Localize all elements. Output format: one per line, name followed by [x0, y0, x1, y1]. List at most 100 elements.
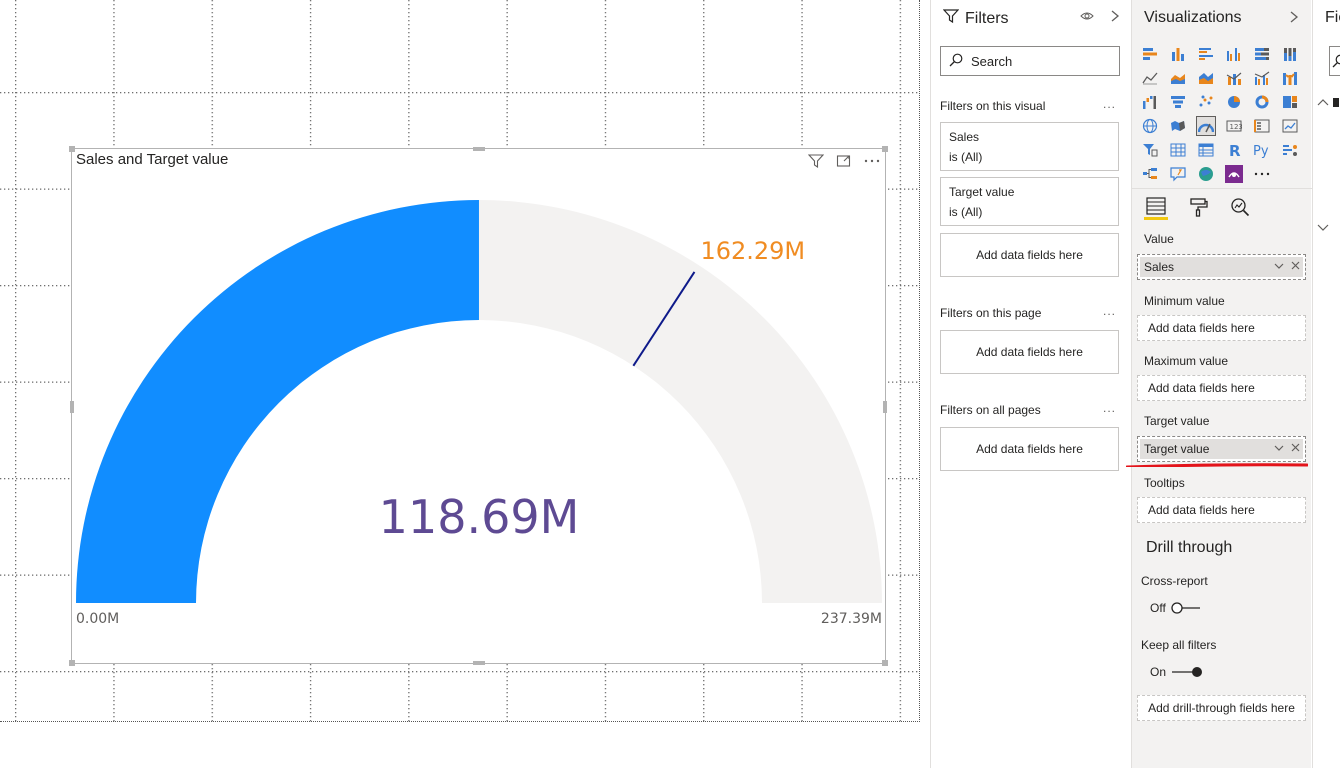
100-stacked-column-chart-icon[interactable] [1280, 44, 1300, 64]
area-chart-icon[interactable] [1168, 68, 1188, 88]
filters-all-pages-label: Filters on all pages [940, 403, 1041, 417]
target-field-pill[interactable]: Target value [1140, 439, 1303, 459]
tooltips-well-label: Tooltips [1144, 476, 1185, 490]
chevron-up-icon[interactable] [1317, 96, 1329, 110]
visualizations-pane: Visualizations 123 [1131, 0, 1312, 768]
more-options-icon[interactable] [863, 153, 881, 169]
filters-search-input[interactable]: Search [940, 46, 1120, 76]
resize-handle-bottom-right[interactable] [882, 660, 888, 666]
filters-all-pages-drop-zone[interactable]: Add data fields here [940, 427, 1119, 471]
arcgis-map-icon[interactable] [1196, 164, 1216, 184]
line-and-stacked-column-icon[interactable] [1224, 68, 1244, 88]
drill-through-drop-zone[interactable]: Add drill-through fields here [1137, 695, 1306, 721]
r-visual-icon[interactable]: R [1224, 140, 1244, 160]
python-visual-icon[interactable]: Py [1252, 140, 1272, 160]
100-stacked-bar-chart-icon[interactable] [1252, 44, 1272, 64]
value-well[interactable]: Sales [1137, 254, 1306, 280]
resize-handle-top[interactable] [473, 147, 485, 151]
gauge-visual-icon[interactable] [1196, 116, 1216, 136]
resize-handle-top-left[interactable] [69, 146, 75, 152]
collapse-filters-chevron-icon[interactable] [1110, 10, 1120, 25]
key-influencers-icon[interactable] [1280, 140, 1300, 160]
matrix-icon[interactable] [1196, 140, 1216, 160]
chevron-down-icon[interactable] [1271, 443, 1287, 455]
map-icon[interactable] [1140, 116, 1160, 136]
stacked-bar-chart-icon[interactable] [1140, 44, 1160, 64]
filled-map-icon[interactable] [1168, 116, 1188, 136]
qa-visual-icon[interactable] [1168, 164, 1188, 184]
kpi-icon[interactable] [1280, 116, 1300, 136]
format-paint-roller-icon[interactable] [1186, 194, 1210, 220]
stacked-area-chart-icon[interactable] [1196, 68, 1216, 88]
fields-search-input[interactable] [1329, 46, 1340, 76]
chevron-down-icon[interactable] [1317, 222, 1329, 236]
remove-field-close-icon[interactable] [1287, 261, 1303, 273]
gauge-target-line [632, 271, 696, 367]
svg-text:R: R [1229, 142, 1241, 158]
treemap-icon[interactable] [1280, 92, 1300, 112]
ribbon-chart-icon[interactable] [1280, 68, 1300, 88]
table-icon [1333, 98, 1339, 107]
keep-all-filters-label: Keep all filters [1141, 638, 1217, 652]
gauge-visual[interactable]: 118.69M 162.29M 0.00M 237.39M Sales and Tar… [69, 146, 888, 666]
report-canvas[interactable]: 118.69M 162.29M 0.00M 237.39M Sales and Tar… [0, 0, 930, 768]
filters-all-pages-more-button[interactable]: ... [1102, 401, 1116, 415]
filter-card-state: is (All) [949, 150, 983, 164]
scatter-chart-icon[interactable] [1196, 92, 1216, 112]
filters-visual-more-button[interactable]: ... [1102, 97, 1116, 111]
toggle-off-icon[interactable] [1170, 601, 1202, 615]
target-value-well[interactable]: Target value [1137, 436, 1306, 462]
clustered-bar-chart-icon[interactable] [1196, 44, 1216, 64]
fields-tab-icon[interactable] [1144, 194, 1168, 220]
gauge-chart: 118.69M 162.29M 0.00M 237.39M [76, 200, 882, 627]
multi-row-card-icon[interactable] [1252, 116, 1272, 136]
min-value-well[interactable]: Add data fields here [1137, 315, 1306, 341]
chevron-down-icon[interactable] [1271, 261, 1287, 273]
keep-filters-state: On [1150, 665, 1167, 679]
filters-pane: Filters Search Filters on this visual ..… [930, 0, 1130, 768]
remove-field-close-icon[interactable] [1287, 443, 1303, 455]
table-icon[interactable] [1168, 140, 1188, 160]
focus-mode-icon[interactable] [835, 153, 853, 169]
pie-chart-icon[interactable] [1224, 92, 1244, 112]
clustered-column-chart-icon[interactable] [1224, 44, 1244, 64]
tooltips-well[interactable]: Add data fields here [1137, 497, 1306, 523]
waterfall-chart-icon[interactable] [1140, 92, 1160, 112]
drill-through-title: Drill through [1146, 539, 1233, 556]
filters-visual-drop-zone[interactable]: Add data fields here [940, 233, 1119, 277]
toggle-on-icon[interactable] [1170, 665, 1204, 679]
filters-page-more-button[interactable]: ... [1102, 304, 1116, 318]
line-and-clustered-column-icon[interactable] [1252, 68, 1272, 88]
pane-divider [1132, 188, 1312, 189]
decomposition-tree-icon[interactable] [1140, 164, 1160, 184]
filters-page-drop-zone[interactable]: Add data fields here [940, 330, 1119, 374]
card-icon[interactable]: 123 [1224, 116, 1244, 136]
resize-handle-right[interactable] [883, 401, 887, 413]
keep-all-filters-toggle[interactable]: On [1150, 665, 1204, 679]
max-value-well[interactable]: Add data fields here [1137, 375, 1306, 401]
custom-visual-icon[interactable] [1224, 164, 1244, 184]
donut-chart-icon[interactable] [1252, 92, 1272, 112]
eye-icon[interactable] [1080, 10, 1094, 25]
value-field-pill[interactable]: Sales [1140, 257, 1303, 277]
more-visuals-icon[interactable] [1252, 164, 1272, 184]
resize-handle-bottom-left[interactable] [69, 660, 75, 666]
analytics-magnifier-icon[interactable] [1228, 194, 1252, 220]
fields-title: Fie [1325, 9, 1340, 26]
filter-card-target-value[interactable]: Target value is (All) [940, 177, 1119, 226]
stacked-column-chart-icon[interactable] [1168, 44, 1188, 64]
filter-card-sales[interactable]: Sales is (All) [940, 122, 1119, 171]
collapse-visualizations-chevron-icon[interactable] [1289, 10, 1299, 26]
resize-handle-left[interactable] [70, 401, 74, 413]
value-well-label: Value [1144, 232, 1174, 246]
slicer-icon[interactable] [1140, 140, 1160, 160]
funnel-chart-icon[interactable] [1168, 92, 1188, 112]
filter-icon[interactable] [807, 153, 825, 169]
target-field-name: Target value [1144, 442, 1210, 456]
cross-report-toggle[interactable]: Off [1150, 601, 1202, 615]
resize-handle-top-right[interactable] [882, 146, 888, 152]
svg-text:123: 123 [1230, 123, 1243, 131]
line-chart-icon[interactable] [1140, 68, 1160, 88]
fields-pane: Fie [1312, 0, 1340, 768]
resize-handle-bottom[interactable] [473, 661, 485, 665]
